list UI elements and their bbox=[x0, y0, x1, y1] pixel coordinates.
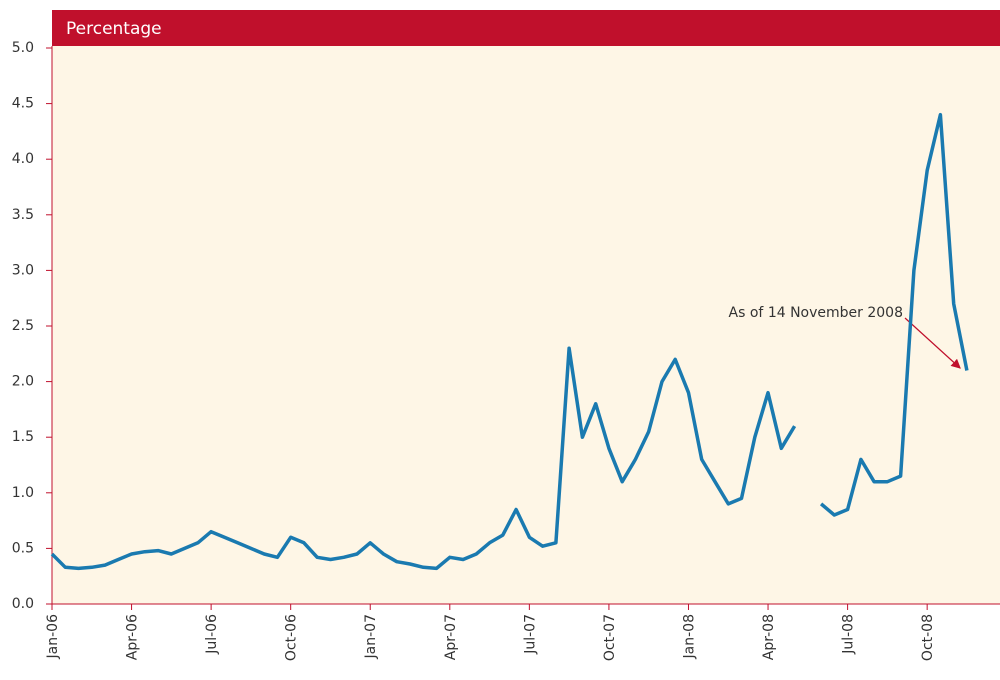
x-tick-label: Apr-08 bbox=[761, 614, 777, 660]
x-tick-label: Oct-06 bbox=[284, 614, 300, 661]
x-tick-label: Jul-06 bbox=[204, 614, 220, 655]
y-tick-label: 2.0 bbox=[12, 374, 34, 390]
y-tick-label: 1.5 bbox=[12, 429, 34, 445]
data-line bbox=[50, 112, 969, 571]
annotation-arrow bbox=[904, 317, 961, 369]
x-tick-label: Oct-08 bbox=[920, 614, 936, 661]
x-tick-label: Apr-06 bbox=[125, 614, 141, 660]
y-tick-label: 5.0 bbox=[12, 40, 34, 56]
y-tick-label: 4.0 bbox=[12, 151, 34, 167]
x-tick-label: Jan-07 bbox=[363, 614, 379, 659]
y-tick-label: 2.5 bbox=[12, 318, 34, 334]
y-tick-label: 4.5 bbox=[12, 96, 34, 112]
y-tick-label: 3.0 bbox=[12, 262, 34, 278]
x-tick-label: Jul-07 bbox=[522, 614, 538, 655]
x-tick-label: Apr-07 bbox=[443, 614, 459, 660]
annotation: As of 14 November 2008 bbox=[729, 305, 903, 321]
y-tick-label: 1.0 bbox=[12, 485, 34, 501]
x-tick-label: Jan-08 bbox=[681, 614, 697, 659]
header-bar bbox=[52, 10, 1000, 46]
y-tick-label: 0.0 bbox=[12, 596, 34, 612]
chart-title: Percentage bbox=[66, 19, 162, 39]
x-tick-label: Oct-07 bbox=[602, 614, 618, 661]
y-tick-label: 0.5 bbox=[12, 540, 34, 556]
plot-area bbox=[52, 10, 1000, 604]
x-tick-label: Jul-08 bbox=[841, 614, 857, 655]
x-tick-label: Jan-06 bbox=[45, 614, 61, 660]
y-tick-label: 3.5 bbox=[12, 207, 34, 223]
